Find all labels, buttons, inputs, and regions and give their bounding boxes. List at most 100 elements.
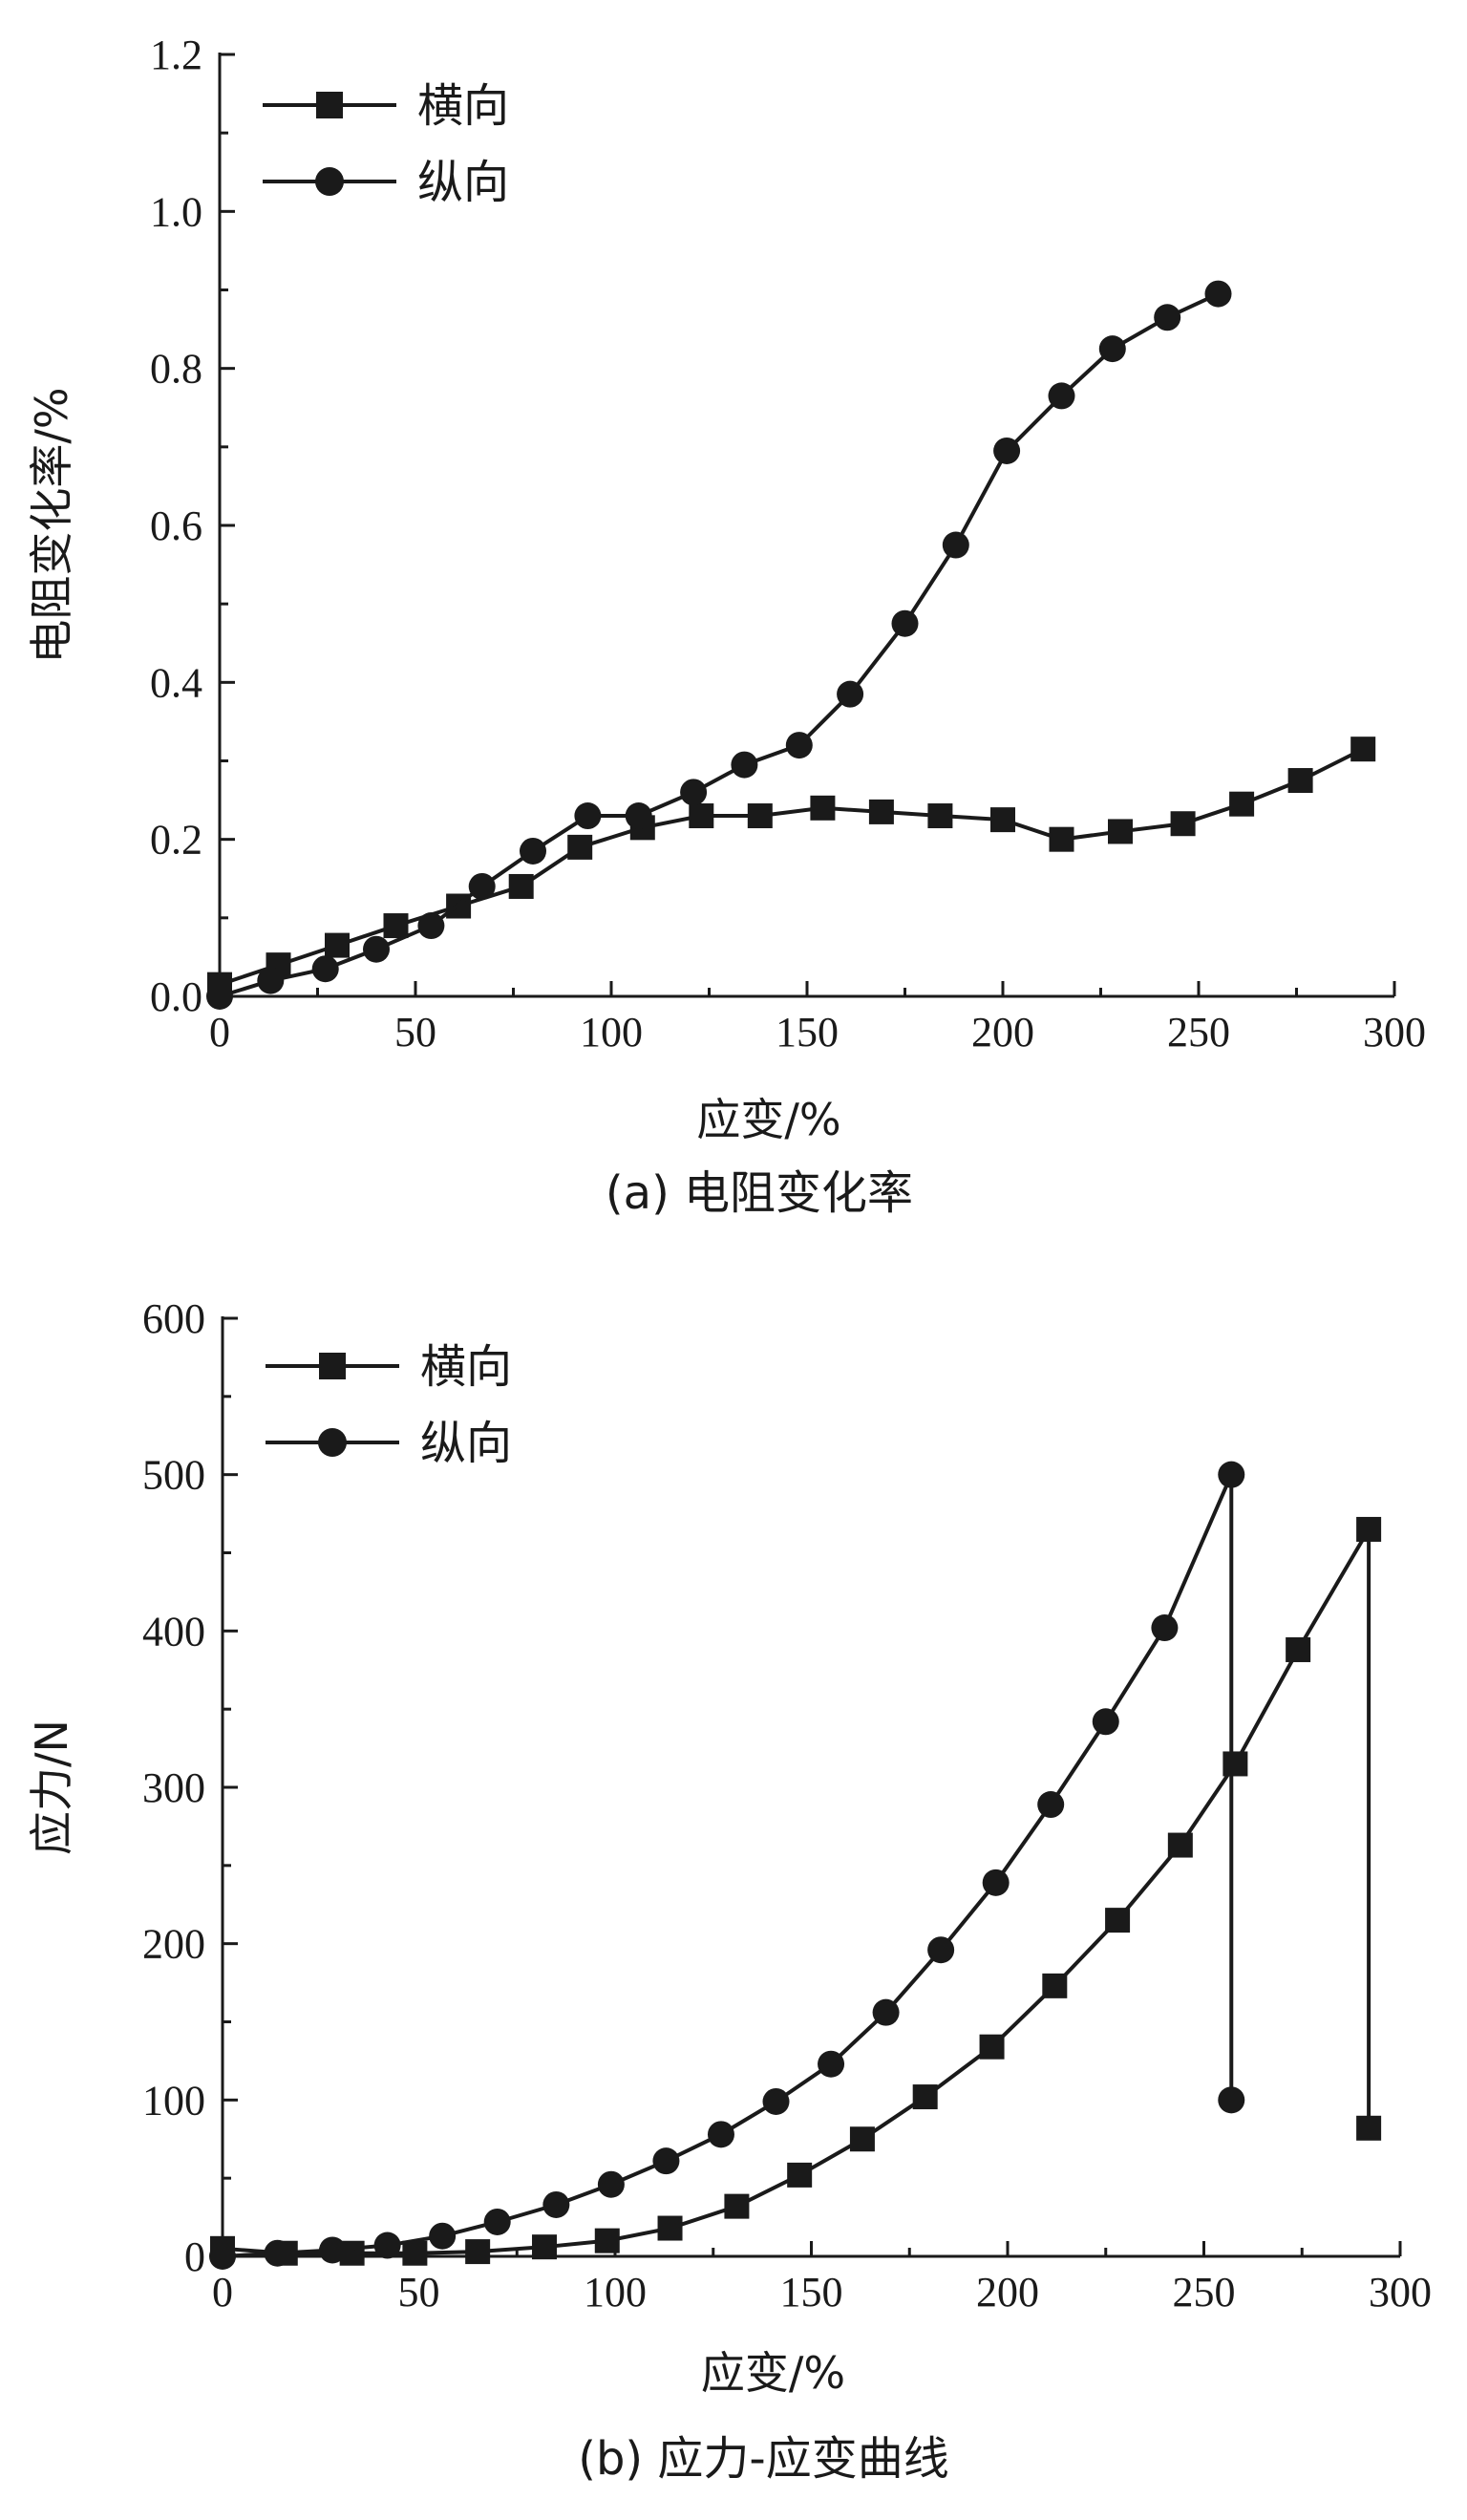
data-point-circle [982, 1869, 1010, 1896]
legend-label: 横向 [420, 1340, 512, 1394]
data-point-square [465, 2239, 491, 2265]
data-point-circle [597, 2170, 625, 2198]
data-point-square [1356, 1516, 1382, 1542]
x-tick-label: 100 [580, 1009, 643, 1056]
data-point-circle [837, 680, 864, 708]
data-point-circle [1204, 280, 1232, 308]
legend-label: 横向 [417, 79, 509, 133]
data-point-circle [652, 2147, 680, 2175]
data-point-circle [1048, 382, 1075, 410]
chart-caption: (a) 电阻变化率 [606, 1166, 913, 1220]
data-point-circle [264, 2239, 291, 2267]
data-point-square [657, 2215, 683, 2241]
data-point-circle [731, 751, 758, 779]
data-point-square [979, 2034, 1005, 2060]
data-point-square [689, 803, 714, 829]
data-point-square [868, 799, 894, 824]
data-point-circle [483, 2208, 511, 2235]
data-point-square [1222, 1751, 1248, 1777]
chart-a: 0 50 100 150 200 250 300 0.0 0.2 0.4 0.6 0.8 1.0 1.2 应… [26, 32, 1426, 1220]
data-point-circle [257, 967, 285, 994]
data-point-circle [1092, 1708, 1119, 1736]
x-tick-label: 50 [394, 1009, 436, 1056]
legend-circle-marker [318, 1428, 347, 1457]
data-point-circle [707, 2121, 734, 2148]
data-point-square [1356, 2115, 1382, 2141]
data-point-circle [680, 779, 708, 806]
x-tick-label: 50 [398, 2269, 440, 2316]
legend-label: 纵向 [420, 1417, 512, 1470]
data-point-circle [429, 2222, 457, 2250]
data-point-circle [520, 837, 546, 865]
data-point-square [567, 834, 593, 860]
chart-caption: (b) 应力-应变曲线 [578, 2432, 949, 2486]
data-point-circle [891, 609, 919, 637]
data-point-circle [206, 983, 233, 1010]
legend-label: 纵向 [417, 156, 509, 209]
data-point-circle [468, 872, 496, 900]
x-tick-label: 250 [1167, 1009, 1230, 1056]
legend-square-marker [316, 92, 343, 118]
data-point-circle [942, 531, 969, 559]
x-tick-label: 150 [776, 1009, 839, 1056]
data-point-circle [762, 2087, 790, 2115]
data-point-square [927, 803, 953, 829]
data-point-circle [785, 732, 813, 759]
series-line-1 [219, 747, 1365, 987]
data-point-square [1350, 737, 1376, 762]
y-axis-title: 应力/N [26, 1719, 77, 1855]
series-line-1 [222, 1522, 1371, 2255]
y-tick-label: 0.8 [150, 346, 202, 393]
data-point-circle [1151, 1614, 1179, 1642]
data-point-square [383, 913, 409, 939]
data-point-square [1170, 811, 1196, 837]
x-tick-label: 300 [1369, 2269, 1432, 2316]
data-point-square [402, 2240, 428, 2266]
data-point-circle [927, 1936, 955, 1964]
data-point-square [532, 2234, 558, 2260]
data-point-square [1229, 791, 1255, 817]
data-point-square [1108, 819, 1133, 844]
x-tick-label: 300 [1363, 1009, 1426, 1056]
data-point-square [1105, 1908, 1131, 1933]
data-point-square [1042, 1973, 1068, 1998]
data-point-square [787, 2162, 813, 2188]
data-point-circle [1098, 335, 1126, 363]
x-axis-title: 应变/% [701, 2347, 845, 2399]
data-point-square [1049, 826, 1074, 852]
y-tick-label: 0.6 [150, 502, 202, 549]
x-tick-label: 250 [1173, 2269, 1236, 2316]
data-point-square [849, 2126, 875, 2152]
y-tick-label: 0 [184, 2233, 205, 2280]
y-tick-label: 300 [142, 1764, 205, 1811]
data-point-circle [993, 437, 1021, 464]
data-point-circle [1218, 1461, 1245, 1488]
y-tick-label: 500 [142, 1452, 205, 1499]
data-point-square [990, 807, 1015, 833]
data-point-circle [373, 2232, 401, 2259]
x-tick-label: 100 [584, 2269, 647, 2316]
data-point-square [724, 2193, 750, 2219]
y-tick-label: 100 [142, 2077, 205, 2124]
data-point-circle [1154, 304, 1181, 331]
legend-square-marker [319, 1353, 346, 1379]
y-tick-label: 0.0 [150, 973, 202, 1020]
x-axis-title: 应变/% [696, 1094, 840, 1145]
data-point-square [1286, 1636, 1311, 1662]
data-point-circle [417, 912, 445, 940]
y-tick-label: 200 [142, 1921, 205, 1968]
data-point-square [325, 932, 350, 958]
x-tick-label: 0 [212, 2269, 233, 2316]
x-tick-label: 200 [976, 2269, 1039, 2316]
data-point-circle [872, 1998, 900, 2026]
data-point-square [1287, 768, 1313, 794]
y-tick-label: 0.2 [150, 817, 202, 864]
data-point-circle [311, 955, 339, 983]
data-point-circle [363, 935, 390, 963]
y-tick-label: 400 [142, 1608, 205, 1655]
data-point-circle [319, 2236, 347, 2264]
data-point-circle [818, 2050, 845, 2078]
legend-circle-marker [315, 167, 344, 196]
data-point-circle [1037, 1791, 1065, 1819]
